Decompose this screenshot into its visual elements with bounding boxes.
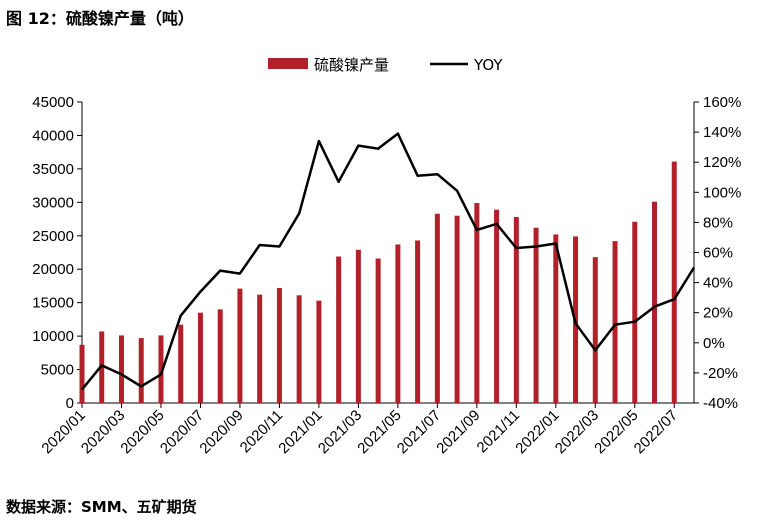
right-tick-label: -40% (703, 395, 738, 412)
bar (513, 217, 519, 403)
bar (355, 249, 361, 403)
bar (395, 244, 401, 403)
right-tick-label: -20% (703, 365, 738, 382)
bar (336, 256, 342, 403)
bar (257, 294, 263, 403)
left-tick-label: 40000 (32, 127, 74, 144)
left-tick-label: 15000 (32, 295, 74, 312)
bar (237, 288, 243, 403)
bar (434, 213, 440, 403)
right-tick-label: 160% (703, 94, 741, 111)
bar (612, 241, 618, 403)
right-tick-label: 60% (703, 245, 733, 262)
right-tick-label: 20% (703, 305, 733, 322)
bar (118, 335, 124, 403)
right-tick-label: 80% (703, 214, 733, 231)
left-tick-label: 25000 (32, 228, 74, 245)
bar (454, 215, 460, 403)
bar (217, 309, 223, 403)
left-tick-label: 20000 (32, 261, 74, 278)
legend-label-yoy: YOY (473, 56, 503, 74)
bar (316, 300, 322, 403)
x-tick-label: 2020/09 (196, 407, 246, 457)
chart-title: 图 12：硫酸镍产量（吨） (6, 9, 194, 28)
right-tick-label: 0% (703, 335, 725, 352)
right-tick-label: 140% (703, 124, 741, 141)
left-tick-label: 35000 (32, 161, 74, 178)
left-tick-label: 30000 (32, 194, 74, 211)
bar (494, 209, 500, 403)
bar (296, 295, 302, 403)
bar (533, 227, 539, 403)
right-tick-label: 100% (703, 184, 741, 201)
bar (197, 312, 203, 403)
bar (276, 287, 282, 403)
left-tick-label: 10000 (32, 328, 74, 345)
left-tick-label: 0 (66, 395, 74, 412)
left-tick-label: 5000 (41, 362, 74, 379)
x-tick-label: 2022/07 (631, 407, 681, 457)
x-tick-label: 2021/09 (433, 407, 483, 457)
bar (138, 338, 144, 403)
bar (671, 161, 677, 403)
bar (79, 344, 85, 403)
bar (474, 203, 480, 403)
legend-swatch-production (268, 58, 308, 69)
right-tick-label: 120% (703, 154, 741, 171)
bar (632, 221, 638, 403)
bar (158, 335, 164, 403)
bar (652, 201, 658, 403)
left-tick-label: 45000 (32, 94, 74, 111)
bar (375, 258, 381, 403)
series-line-yoy (81, 132, 696, 391)
right-tick-label: 40% (703, 275, 733, 292)
legend-label-production: 硫酸镍产量 (314, 56, 389, 74)
bar (553, 234, 559, 403)
bar (178, 324, 184, 403)
source-note: 数据来源：SMM、五矿期货 (6, 498, 197, 516)
bar (592, 257, 598, 403)
bar (415, 240, 421, 403)
